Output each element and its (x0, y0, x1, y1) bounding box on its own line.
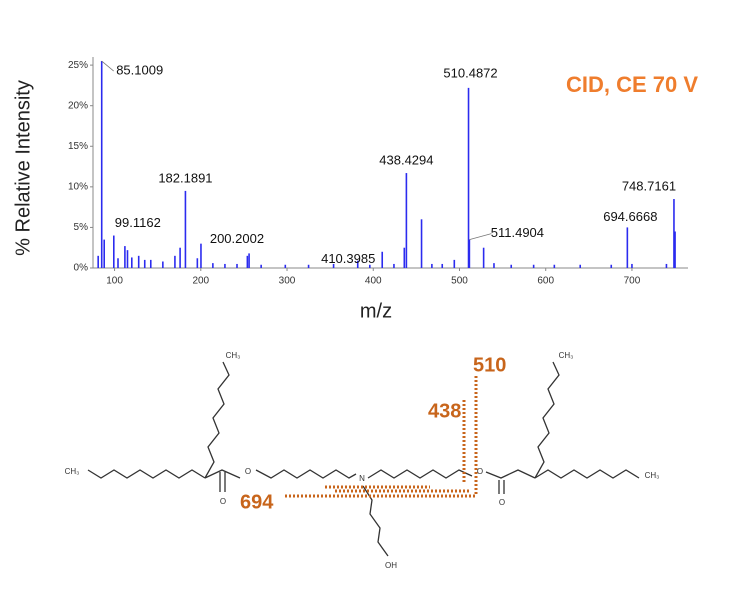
peak-label: 694.6668 (603, 209, 657, 224)
y-tick-label: 5% (74, 222, 89, 233)
x-tick-label: 500 (451, 276, 468, 287)
bond (534, 469, 640, 479)
peak-label: 85.1009 (116, 62, 163, 77)
bond (87, 469, 206, 479)
atom-label: CH₃ (645, 471, 660, 480)
atom-label: OH (385, 561, 397, 570)
fragment-label: 694 (240, 491, 274, 513)
leader-line (469, 233, 492, 240)
atom-label: N (359, 474, 365, 483)
bond (367, 469, 473, 479)
peak-label: 511.4904 (491, 225, 544, 240)
bond (485, 469, 536, 479)
y-tick-label: 25% (68, 60, 88, 71)
x-tick-label: 300 (279, 276, 296, 287)
peak-label: 99.1162 (115, 215, 161, 230)
x-tick-label: 200 (192, 276, 209, 287)
x-tick-label: 100 (106, 276, 123, 287)
bond (204, 361, 230, 479)
atom-label: CH₃ (65, 467, 80, 476)
chart-title: CID, CE 70 V (566, 72, 698, 97)
atom-label: CH₃ (559, 351, 574, 360)
peak-label: 510.4872 (443, 65, 497, 80)
y-tick-label: 10% (68, 181, 88, 192)
y-tick-label: 20% (68, 100, 88, 111)
peak-label: 410.3985 (321, 251, 375, 266)
atom-label: CH₃ (226, 351, 241, 360)
peak-label: 438.4294 (379, 152, 433, 167)
y-tick-label: 15% (68, 141, 88, 152)
peak-label: 182.1891 (158, 170, 212, 185)
peak-label: 200.2002 (210, 231, 264, 246)
y-tick-label: 0% (74, 263, 89, 274)
atom-label: O (245, 467, 251, 476)
fragment-label: 510 (473, 354, 506, 376)
bond (362, 485, 389, 557)
x-tick-label: 400 (365, 276, 382, 287)
y-axis-title: % Relative Intensity (12, 80, 34, 256)
x-tick-label: 700 (624, 276, 641, 287)
leader-line (101, 60, 114, 72)
atom-label: O (499, 498, 505, 507)
bond (534, 361, 560, 479)
x-axis-title: m/z (360, 300, 392, 322)
bond (204, 469, 241, 479)
x-tick-label: 600 (537, 276, 554, 287)
structure: CH₃ CH₃ O O N O O CH₃ CH₃ OH 510 438 694 (65, 351, 660, 570)
atom-label: O (477, 467, 483, 476)
fragment-label: 438 (428, 400, 461, 422)
atom-label: O (220, 497, 226, 506)
peak-label: 748.7161 (622, 178, 676, 193)
bond (255, 469, 357, 479)
